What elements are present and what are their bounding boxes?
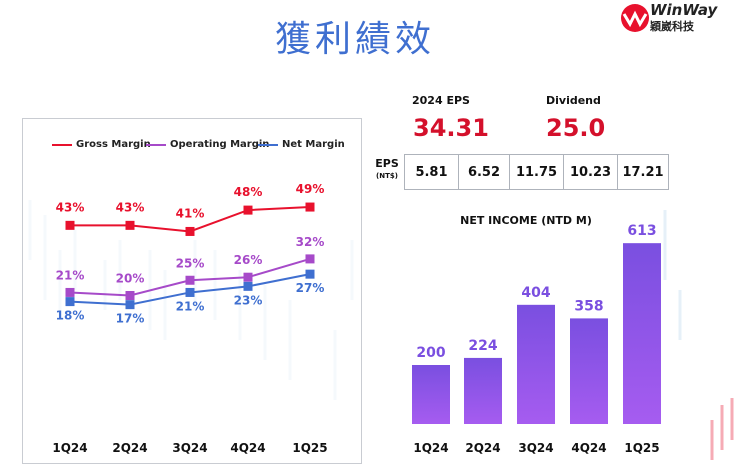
eps-row-label: EPS (NT$) bbox=[372, 154, 402, 190]
page-title: 獲利績效 bbox=[274, 19, 435, 60]
eps-cell: 6.52 bbox=[458, 154, 510, 190]
gross-margin-label: 43% bbox=[116, 200, 145, 214]
net-margin-point bbox=[243, 281, 253, 291]
eps-table: EPS (NT$) 5.81 6.52 11.75 10.23 17.21 bbox=[372, 154, 669, 190]
operating-margin-point bbox=[305, 254, 315, 264]
gross-margin-point bbox=[243, 205, 253, 215]
gross-margin-label: 49% bbox=[296, 182, 325, 196]
net-income-x-tick-label: 4Q24 bbox=[571, 441, 606, 455]
net-margin-label: 23% bbox=[234, 293, 263, 307]
net-income-bar bbox=[570, 318, 608, 424]
eps-2024-value: 34.31 bbox=[413, 114, 489, 142]
net-margin-point bbox=[125, 300, 135, 310]
net-income-bar bbox=[623, 243, 661, 424]
eps-cell: 5.81 bbox=[404, 154, 459, 190]
legend-gross-label: Gross Margin bbox=[76, 139, 151, 150]
operating-margin-point bbox=[185, 275, 195, 285]
margin-x-tick-label: 4Q24 bbox=[230, 441, 265, 455]
operating-margin-label: 21% bbox=[56, 268, 85, 282]
net-income-x-tick-label: 1Q24 bbox=[413, 441, 448, 455]
net-income-title: NET INCOME (NTD M) bbox=[460, 214, 592, 227]
eps-label-text: EPS bbox=[375, 157, 399, 170]
logo-name: WinWay bbox=[650, 1, 718, 19]
net-margin-label: 17% bbox=[116, 312, 145, 326]
net-income-bar bbox=[464, 357, 502, 424]
margin-x-tick-label: 2Q24 bbox=[112, 441, 147, 455]
net-income-x-tick-label: 1Q25 bbox=[624, 441, 659, 455]
legend-operating-swatch bbox=[146, 143, 166, 146]
net-income-bar bbox=[517, 304, 555, 424]
operating-margin-label: 25% bbox=[176, 256, 205, 270]
legend-operating-label: Operating Margin bbox=[170, 139, 270, 150]
gross-margin-point bbox=[305, 202, 315, 212]
legend-net-label: Net Margin bbox=[282, 139, 345, 150]
dividend-value: 25.0 bbox=[546, 114, 606, 142]
net-income-x-tick-label: 3Q24 bbox=[518, 441, 553, 455]
net-income-x-tick-label: 2Q24 bbox=[465, 441, 500, 455]
net-income-value-label: 404 bbox=[521, 285, 550, 301]
operating-margin-point bbox=[243, 272, 253, 282]
net-income-value-label: 224 bbox=[468, 338, 497, 354]
net-margin-label: 18% bbox=[56, 309, 85, 323]
gross-margin-label: 41% bbox=[176, 206, 205, 220]
net-margin-label: 27% bbox=[296, 281, 325, 295]
margin-x-tick-label: 1Q25 bbox=[292, 441, 327, 455]
legend-gross-margin: Gross Margin bbox=[52, 139, 151, 150]
legend-operating-margin: Operating Margin bbox=[146, 139, 269, 150]
winway-logo-icon bbox=[621, 4, 649, 32]
eps-cell: 11.75 bbox=[509, 154, 564, 190]
dividend-label: Dividend bbox=[546, 94, 601, 107]
logo-subtitle: 穎崴科技 bbox=[650, 20, 694, 33]
gross-margin-point bbox=[185, 226, 195, 236]
net-margin-point bbox=[305, 269, 315, 279]
legend-net-swatch bbox=[258, 143, 278, 146]
operating-margin-label: 26% bbox=[234, 253, 263, 267]
net-margin-label: 21% bbox=[176, 299, 205, 313]
net-income-bar bbox=[412, 365, 450, 424]
net-margin-point bbox=[65, 297, 75, 307]
eps-2024-label: 2024 EPS bbox=[412, 94, 470, 107]
net-income-value-label: 200 bbox=[416, 345, 445, 361]
net-margin-point bbox=[185, 287, 195, 297]
net-income-value-label: 358 bbox=[574, 298, 603, 314]
legend-net-margin: Net Margin bbox=[258, 139, 345, 150]
operating-margin-label: 32% bbox=[296, 235, 325, 249]
eps-unit-text: (NT$) bbox=[376, 172, 398, 180]
net-income-value-label: 613 bbox=[627, 223, 656, 239]
gross-margin-point bbox=[65, 220, 75, 230]
operating-margin-point bbox=[125, 291, 135, 300]
operating-margin-point bbox=[65, 287, 75, 297]
legend-gross-swatch bbox=[52, 143, 72, 146]
gross-margin-point bbox=[125, 220, 135, 230]
operating-margin-label: 20% bbox=[116, 272, 145, 286]
margin-x-tick-label: 3Q24 bbox=[172, 441, 207, 455]
gross-margin-label: 43% bbox=[56, 200, 85, 214]
gross-margin-label: 48% bbox=[234, 185, 263, 199]
eps-cell: 17.21 bbox=[617, 154, 669, 190]
margin-x-tick-label: 1Q24 bbox=[52, 441, 87, 455]
